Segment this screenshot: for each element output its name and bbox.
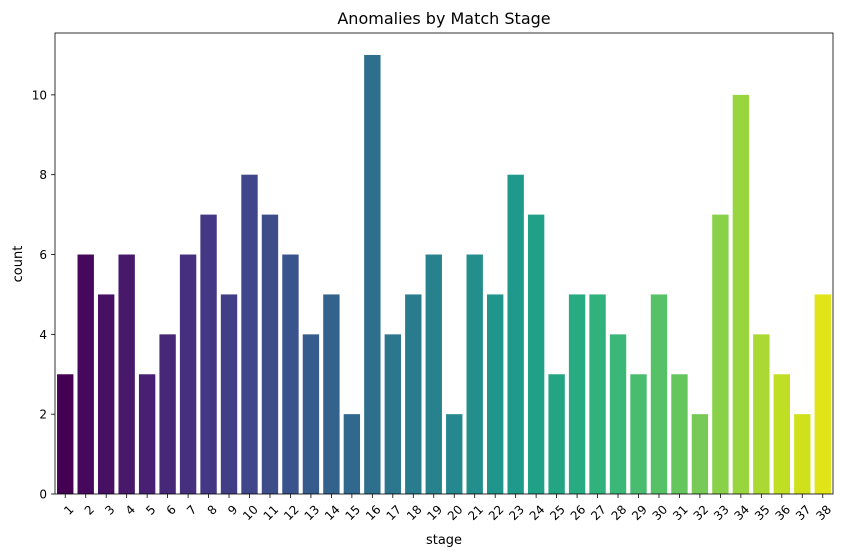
bar-stage-38 [814,294,831,494]
bar-stage-21 [466,254,483,494]
x-tick-label: 20 [445,502,466,523]
bar-stage-6 [159,334,176,494]
bar-stage-12 [282,254,299,494]
bar-stage-7 [179,254,197,494]
bar-stage-11 [261,214,279,495]
y-axis-label: count [11,246,26,283]
bar-stage-10 [241,174,258,494]
bar-stage-8 [200,214,217,495]
x-tick-label: 15 [343,502,364,523]
x-tick-label: 30 [650,502,671,523]
bar-stage-4 [118,254,135,494]
x-tick-label: 33 [711,502,732,523]
x-tick-label: 31 [670,502,691,523]
bar-stage-1 [57,374,74,494]
bar-stage-16 [364,54,381,494]
bar-stage-15 [343,414,361,494]
bar-stage-24 [527,214,545,495]
bars-layer [57,54,831,495]
x-axis-label: stage [426,533,462,548]
y-tick-label: 4 [39,328,47,342]
y-tick-label: 0 [39,488,47,502]
bar-stage-32 [691,414,709,494]
bar-stage-35 [753,334,770,494]
x-tick-label: 26 [568,502,589,523]
bar-stage-5 [138,374,156,494]
y-tick-label: 2 [39,408,47,422]
x-tick-label: 13 [302,502,323,523]
x-tick-label: 8 [205,502,220,517]
chart-title: Anomalies by Match Stage [337,9,550,28]
bar-stage-26 [568,294,586,494]
bar-stage-33 [712,214,729,495]
bar-stage-27 [589,294,606,494]
bar-stage-31 [671,374,688,494]
x-tick-label: 32 [691,502,712,523]
bar-stage-36 [773,374,791,494]
y-tick-label: 10 [32,88,47,102]
bar-stage-17 [384,334,402,494]
bar-stage-28 [609,334,627,494]
x-tick-label: 17 [383,502,404,523]
x-tick-label: 23 [506,502,527,523]
bar-stage-18 [405,294,422,494]
bar-stage-34 [732,94,750,495]
plot-frame [54,32,834,495]
x-tick-label: 19 [424,502,445,523]
bar-stage-14 [323,294,340,494]
bar-stage-19 [425,254,442,494]
bar-stage-37 [794,414,811,494]
x-tick-label: 4 [123,502,138,517]
x-tick-label: 28 [609,502,630,523]
bar-stage-20 [446,414,463,494]
x-tick-label: 24 [527,502,548,523]
x-tick-label: 25 [547,502,568,523]
x-tick-label: 11 [261,502,282,523]
bar-stage-2 [77,254,94,494]
x-tick-label: 10 [240,502,261,523]
x-tick-label: 29 [629,502,650,523]
x-tick-label: 16 [363,502,384,523]
x-tick-label: 6 [164,502,179,517]
x-tick-label: 14 [322,502,343,523]
bar-stage-9 [220,294,238,494]
x-tick-label: 7 [184,502,199,517]
bar-stage-22 [486,294,504,494]
x-tick-label: 2 [82,502,97,517]
x-tick-label: 37 [793,502,814,523]
y-tick-label: 6 [39,248,47,262]
bar-stage-25 [548,374,565,494]
x-tick-label: 36 [772,502,793,523]
x-tick-label: 3 [102,502,117,517]
x-tick-label: 22 [486,502,507,523]
bar-stage-30 [650,294,668,494]
bar-stage-29 [630,374,647,494]
x-tick-label: 27 [588,502,609,523]
x-tick-label: 9 [225,502,240,517]
x-tick-label: 38 [813,502,834,523]
x-tick-label: 1 [61,502,76,517]
bar-stage-13 [302,334,320,494]
bar-stage-3 [97,294,115,494]
y-tick-label: 8 [39,168,47,182]
x-tick-label: 18 [404,502,425,523]
x-tick-label: 21 [465,502,486,523]
x-tick-label: 5 [143,502,158,517]
x-tick-label: 34 [732,502,753,523]
x-tick-label: 12 [281,502,302,523]
x-tick-label: 35 [752,502,773,523]
bar-stage-23 [507,174,524,494]
